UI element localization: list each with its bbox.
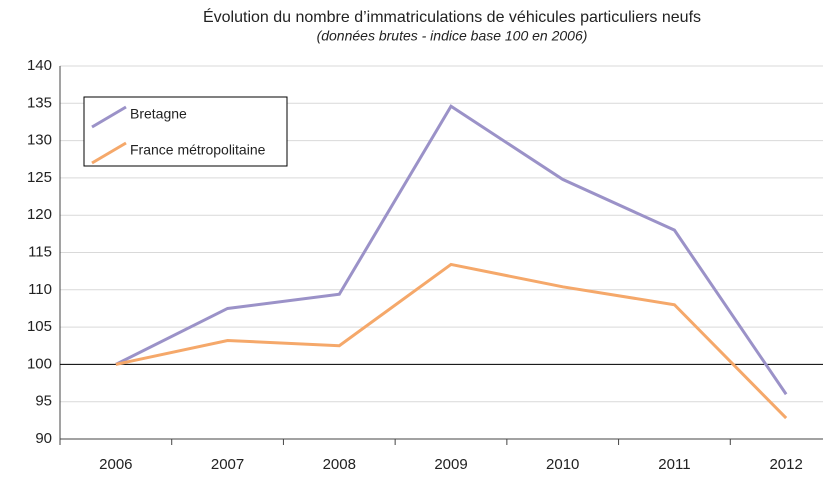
y-tick-label: 120 bbox=[27, 206, 52, 223]
x-tick-label: 2011 bbox=[658, 456, 690, 473]
x-tick-label: 2009 bbox=[434, 456, 467, 473]
chart-title: Évolution du nombre d’immatriculations d… bbox=[203, 7, 701, 26]
series-line bbox=[115, 104, 788, 396]
y-tick-label: 95 bbox=[35, 393, 52, 410]
y-tick-label: 135 bbox=[27, 94, 52, 111]
y-tick-label: 90 bbox=[35, 430, 52, 447]
series-line bbox=[115, 262, 788, 420]
y-tick-label: 110 bbox=[28, 281, 52, 298]
y-tick-label: 130 bbox=[27, 132, 52, 149]
legend-box bbox=[83, 96, 288, 167]
legend-swatch bbox=[91, 141, 127, 165]
legend-label: France métropolitaine bbox=[130, 142, 266, 158]
y-tick-label: 115 bbox=[28, 243, 52, 260]
x-tick-label: 2010 bbox=[546, 456, 579, 473]
legend-swatch bbox=[91, 105, 127, 129]
x-tick-label: 2012 bbox=[769, 456, 802, 473]
y-tick-label: 140 bbox=[27, 57, 52, 74]
y-tick-label: 125 bbox=[27, 169, 52, 186]
x-tick-label: 2006 bbox=[99, 456, 132, 473]
chart-subtitle: (données brutes - indice base 100 en 200… bbox=[317, 28, 588, 44]
y-tick-label: 100 bbox=[27, 355, 52, 372]
x-tick-label: 2007 bbox=[211, 456, 244, 473]
x-tick-label: 2008 bbox=[323, 456, 356, 473]
y-tick-label: 105 bbox=[27, 318, 52, 335]
legend-label: Bretagne bbox=[130, 106, 187, 122]
